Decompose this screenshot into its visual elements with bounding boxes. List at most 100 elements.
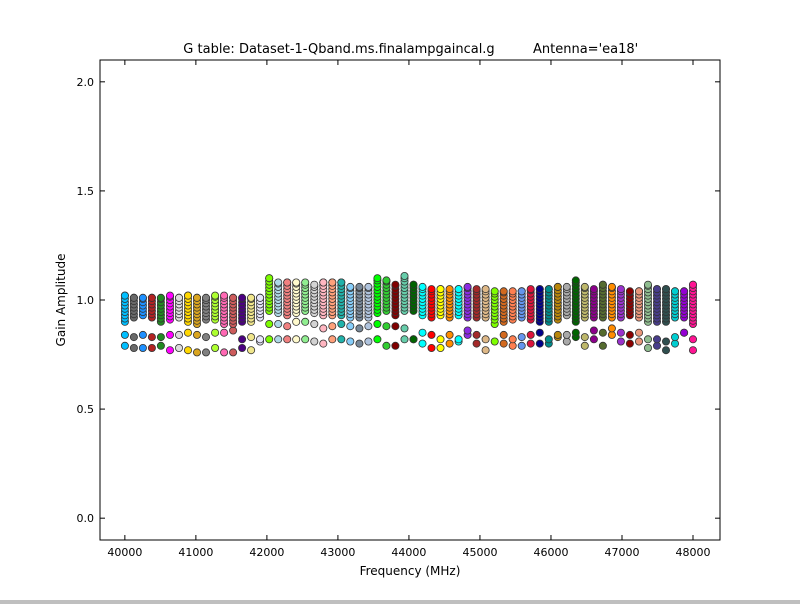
data-point [174, 330, 183, 339]
data-point [680, 328, 689, 337]
data-point [229, 293, 238, 302]
data-point [310, 280, 319, 289]
data-point [454, 335, 463, 344]
data-point [265, 274, 274, 283]
data-point [211, 291, 220, 300]
data-point [328, 335, 337, 344]
y-tick-label: 2.0 [77, 76, 95, 89]
data-point [147, 343, 156, 352]
data-point [229, 348, 238, 357]
x-tick-label: 45000 [462, 546, 497, 559]
data-point [256, 293, 265, 302]
data-point [644, 343, 653, 352]
data-point [346, 282, 355, 291]
data-point [364, 337, 373, 346]
y-axis-ticks: 0.0 0.5 1.0 1.5 2.0 [77, 76, 720, 525]
y-tick-label: 1.5 [77, 185, 95, 198]
y-tick-label: 1.0 [77, 294, 95, 307]
data-point [319, 339, 328, 348]
data-point [445, 339, 454, 348]
x-tick-label: 44000 [391, 546, 426, 559]
data-point [138, 293, 147, 302]
y-tick-label: 0.5 [77, 403, 95, 416]
data-point [382, 322, 391, 331]
data-point [472, 285, 481, 294]
data-point [625, 287, 634, 296]
data-point [337, 319, 346, 328]
data-point [481, 335, 490, 344]
data-point [427, 330, 436, 339]
data-point [535, 328, 544, 337]
data-point [517, 287, 526, 296]
data-point [418, 328, 427, 337]
chart-title: G table: Dataset-1-Qband.ms.finalampgain… [183, 42, 494, 57]
data-point [346, 322, 355, 331]
data-point [346, 337, 355, 346]
data-point [138, 343, 147, 352]
data-point [598, 280, 607, 289]
data-point [165, 330, 174, 339]
data-point [129, 293, 138, 302]
data-point [562, 282, 571, 291]
data-point [337, 335, 346, 344]
y-tick-label: 0.0 [77, 512, 95, 525]
data-point [553, 330, 562, 339]
data-point [436, 285, 445, 294]
data-point [129, 333, 138, 342]
data-point [201, 333, 210, 342]
data-point [436, 343, 445, 352]
data-point [635, 328, 644, 337]
data-point [355, 339, 364, 348]
data-point [292, 317, 301, 326]
data-point [418, 339, 427, 348]
data-point [301, 278, 310, 287]
data-point [535, 339, 544, 348]
data-point [156, 341, 165, 350]
data-point [192, 348, 201, 357]
data-point [644, 335, 653, 344]
data-point [553, 282, 562, 291]
data-point [671, 287, 680, 296]
data-point [211, 343, 220, 352]
data-point [319, 324, 328, 333]
data-point [183, 346, 192, 355]
data-point [463, 282, 472, 291]
x-tick-label: 40000 [107, 546, 142, 559]
data-point [463, 326, 472, 335]
data-point [310, 337, 319, 346]
data-point [400, 271, 409, 280]
data-point [662, 337, 671, 346]
data-point [508, 287, 517, 296]
data-point [436, 335, 445, 344]
data-point [607, 324, 616, 333]
data-point [635, 287, 644, 296]
data-point [598, 341, 607, 350]
data-point [382, 341, 391, 350]
data-point [165, 346, 174, 355]
data-point [445, 330, 454, 339]
data-point [355, 282, 364, 291]
data-point [571, 276, 580, 285]
x-tick-label: 42000 [249, 546, 284, 559]
data-point [616, 328, 625, 337]
data-point [364, 282, 373, 291]
data-point [373, 319, 382, 328]
x-tick-label: 43000 [320, 546, 355, 559]
data-point [183, 328, 192, 337]
data-point [562, 330, 571, 339]
data-point [535, 285, 544, 294]
data-point [192, 293, 201, 302]
data-point [508, 335, 517, 344]
data-point [238, 343, 247, 352]
data-point [427, 285, 436, 294]
x-tick-label: 47000 [604, 546, 639, 559]
data-point [689, 346, 698, 355]
data-point [580, 282, 589, 291]
data-point [156, 293, 165, 302]
data-point [481, 285, 490, 294]
data-point [391, 322, 400, 331]
data-point [625, 330, 634, 339]
data-point [355, 324, 364, 333]
data-point [427, 343, 436, 352]
